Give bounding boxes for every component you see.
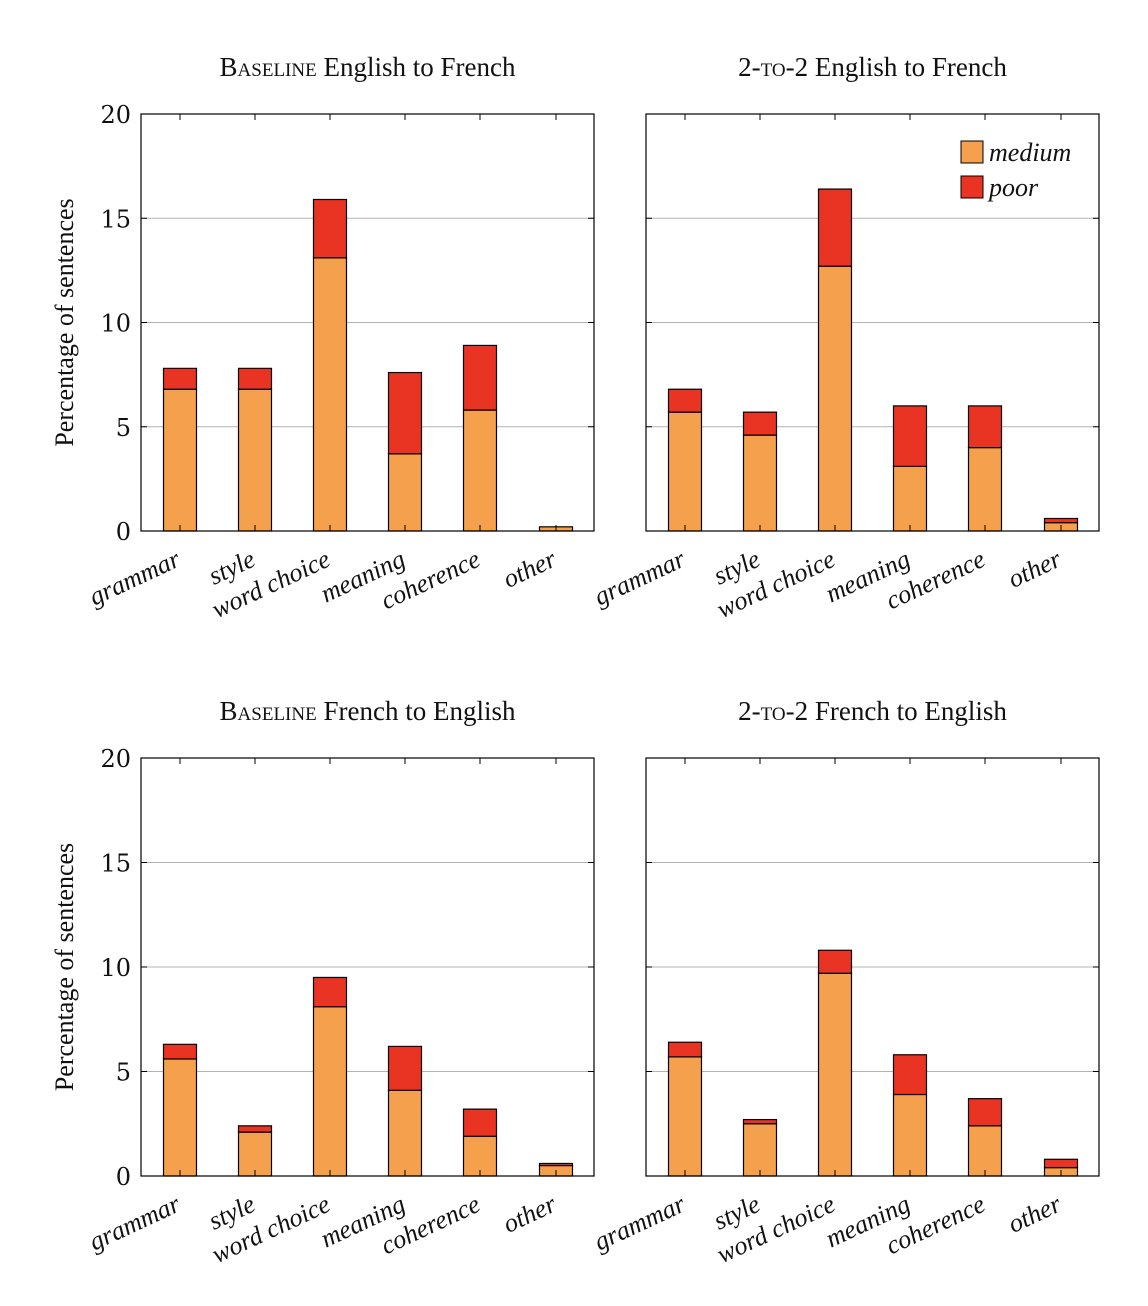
category-label: grammar bbox=[85, 1189, 186, 1257]
legend: medium poor bbox=[960, 138, 1071, 202]
chart-title-rest: English to French bbox=[317, 52, 516, 82]
bar-poor-coherence bbox=[462, 344, 498, 411]
y-axis-title: Percentage of sentences bbox=[50, 198, 79, 446]
bar-medium-coherence bbox=[462, 409, 498, 532]
legend-swatch-poor bbox=[960, 175, 984, 199]
legend-swatch-medium bbox=[960, 140, 984, 164]
chart-panel-3: Baseline French to English 0 5 10 15 20 gramma… bbox=[50, 696, 595, 1269]
chart-title: 2-to-2 English to French bbox=[738, 52, 1007, 82]
category-label: other bbox=[499, 1189, 562, 1239]
y-tick-label: 5 bbox=[116, 414, 131, 442]
y-tick-label: 5 bbox=[116, 1059, 131, 1087]
bar-medium-style bbox=[742, 1123, 778, 1177]
bar-poor-grammar bbox=[667, 388, 703, 413]
bar-poor-grammar bbox=[162, 1043, 198, 1060]
chart-title-rest: French to English bbox=[317, 696, 516, 726]
bar-poor-style bbox=[237, 367, 273, 390]
bar-poor-word-choice bbox=[817, 188, 853, 267]
chart-panel-1: Baseline English to French 0 5 10 15 20 gramma… bbox=[50, 52, 595, 624]
bar-medium-style bbox=[237, 388, 273, 532]
chart-title: 2-to-2 French to English bbox=[738, 696, 1007, 726]
y-tick-label: 15 bbox=[100, 850, 131, 878]
bar-poor-coherence bbox=[967, 405, 1003, 449]
chart-title-rest: English to French bbox=[808, 52, 1007, 82]
category-label: grammar bbox=[590, 1189, 691, 1257]
bar-poor-other bbox=[1043, 1158, 1079, 1169]
chart-title: Baseline French to English bbox=[220, 696, 516, 726]
y-axis-title: Percentage of sentences bbox=[50, 843, 79, 1091]
category-label: grammar bbox=[85, 544, 186, 612]
legend-label-medium: medium bbox=[989, 138, 1071, 167]
chart-title: Baseline English to French bbox=[220, 52, 516, 82]
bar-medium-meaning bbox=[387, 453, 423, 532]
bar-poor-word-choice bbox=[312, 198, 348, 259]
bar-medium-word-choice bbox=[817, 265, 853, 532]
y-tick-label: 15 bbox=[100, 205, 131, 233]
bar-poor-meaning bbox=[892, 405, 928, 467]
chart-title-prefix: Baseline bbox=[220, 696, 317, 726]
bar-poor-grammar bbox=[162, 367, 198, 390]
bar-poor-style bbox=[237, 1125, 273, 1133]
y-tick-label: 0 bbox=[116, 1163, 131, 1191]
bar-poor-style bbox=[742, 1118, 778, 1125]
bar-poor-other bbox=[538, 1162, 574, 1167]
y-tick-label: 10 bbox=[100, 954, 131, 982]
bar-poor-meaning bbox=[387, 371, 423, 455]
bar-poor-meaning bbox=[892, 1054, 928, 1096]
y-tick-label: 0 bbox=[116, 518, 131, 546]
bar-medium-coherence bbox=[967, 447, 1003, 532]
bar-medium-meaning bbox=[892, 465, 928, 532]
bar-poor-style bbox=[742, 411, 778, 436]
bar-medium-style bbox=[237, 1131, 273, 1177]
chart-title-rest: French to English bbox=[808, 696, 1007, 726]
bar-medium-grammar bbox=[162, 1058, 198, 1177]
bar-poor-other bbox=[1043, 517, 1079, 524]
category-label: grammar bbox=[590, 544, 691, 612]
bar-poor-grammar bbox=[667, 1041, 703, 1058]
y-tick-label: 10 bbox=[100, 310, 131, 338]
bar-medium-word-choice bbox=[312, 257, 348, 532]
bar-medium-grammar bbox=[667, 1056, 703, 1177]
category-label: other bbox=[499, 544, 562, 594]
bar-medium-grammar bbox=[162, 388, 198, 532]
bar-medium-meaning bbox=[387, 1089, 423, 1177]
y-tick-label: 20 bbox=[100, 101, 131, 129]
chart-title-prefix: Baseline bbox=[220, 52, 317, 82]
bar-medium-grammar bbox=[667, 411, 703, 532]
bar-medium-meaning bbox=[892, 1093, 928, 1177]
y-tick-label: 20 bbox=[100, 745, 131, 773]
bar-medium-word-choice bbox=[817, 972, 853, 1177]
bar-poor-coherence bbox=[462, 1108, 498, 1137]
bar-poor-word-choice bbox=[817, 949, 853, 974]
bar-medium-coherence bbox=[967, 1125, 1003, 1177]
bar-poor-coherence bbox=[967, 1098, 1003, 1127]
bar-poor-meaning bbox=[387, 1045, 423, 1091]
bar-medium-word-choice bbox=[312, 1006, 348, 1177]
bar-medium-coherence bbox=[462, 1135, 498, 1177]
category-label: other bbox=[1004, 544, 1067, 594]
chart-title-prefix: 2-to-2 bbox=[738, 52, 808, 82]
bar-medium-style bbox=[742, 434, 778, 532]
category-label: other bbox=[1004, 1189, 1067, 1239]
bar-poor-word-choice bbox=[312, 976, 348, 1008]
chart-title-prefix: 2-to-2 bbox=[738, 696, 808, 726]
legend-label-poor: poor bbox=[987, 173, 1039, 202]
